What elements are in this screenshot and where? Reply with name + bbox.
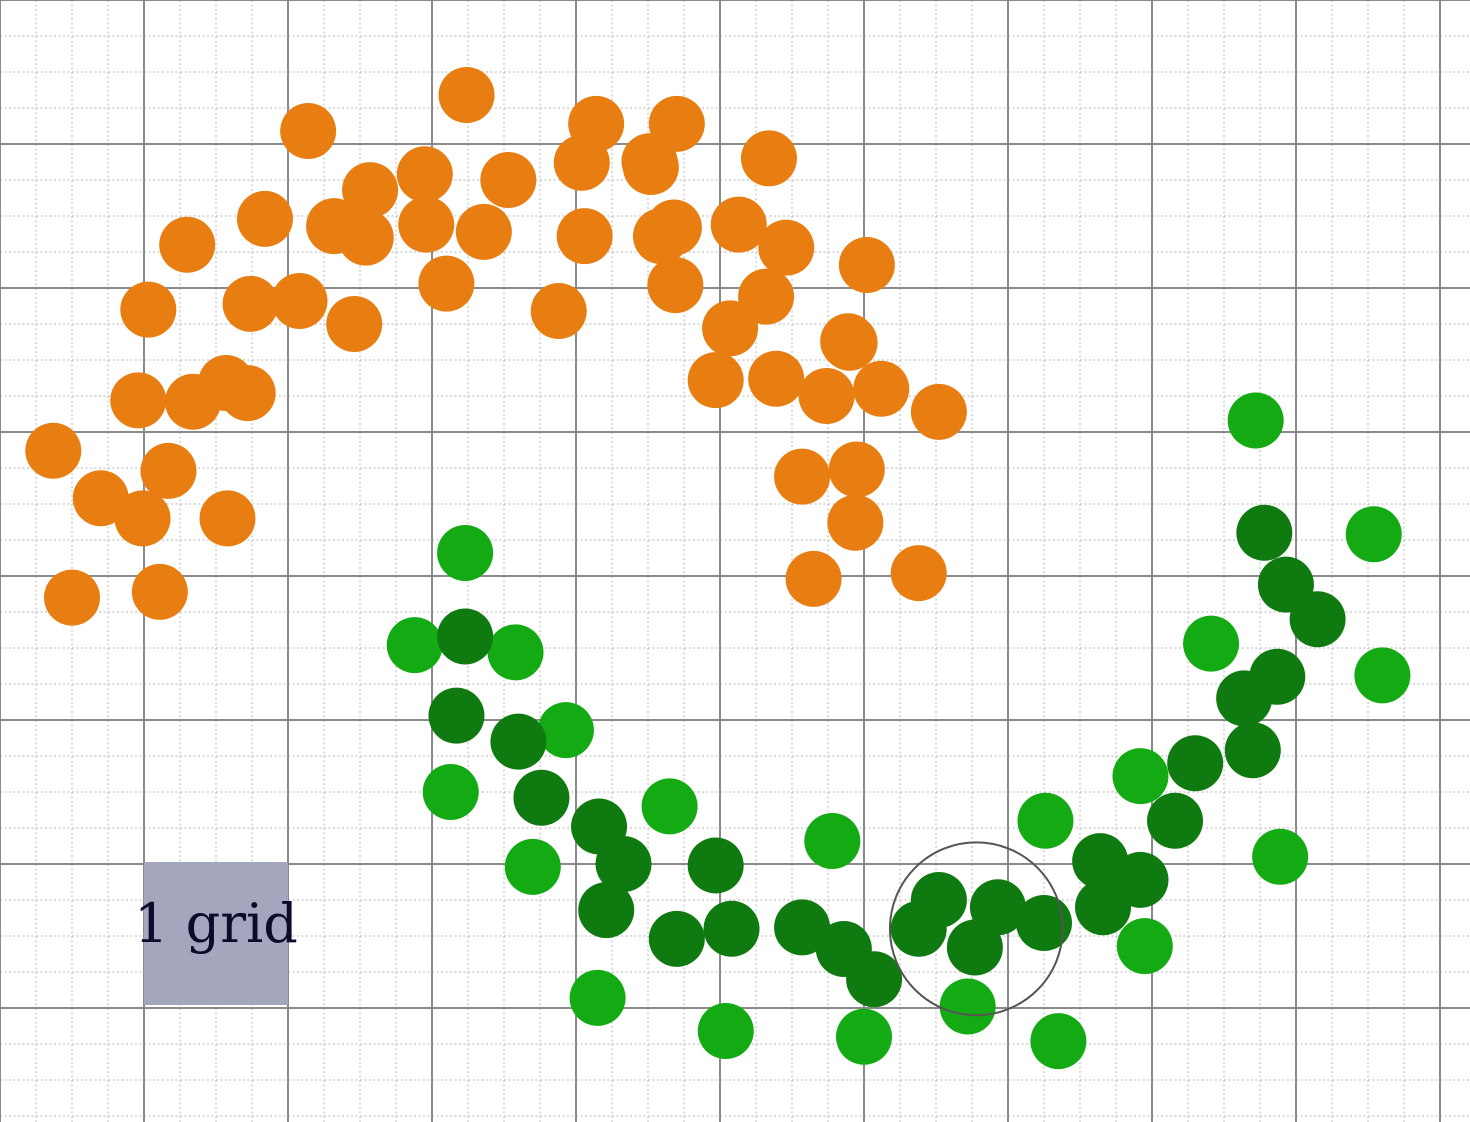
data-point xyxy=(513,769,570,826)
data-point xyxy=(44,569,100,626)
data-point xyxy=(774,899,831,956)
data-point xyxy=(537,702,594,759)
data-point xyxy=(740,130,797,187)
data-point xyxy=(1354,647,1411,704)
data-point xyxy=(159,216,216,273)
data-point xyxy=(386,617,443,674)
data-point xyxy=(110,372,167,429)
data-point xyxy=(785,550,842,607)
data-point xyxy=(647,257,704,314)
data-point xyxy=(1252,828,1309,885)
data-point xyxy=(804,812,861,869)
data-point xyxy=(25,422,82,479)
data-point xyxy=(280,103,337,160)
data-point xyxy=(748,350,805,407)
data-point xyxy=(1236,504,1293,561)
data-point xyxy=(398,196,455,253)
data-point xyxy=(326,296,383,352)
data-point xyxy=(120,281,177,338)
data-point xyxy=(939,978,996,1035)
data-point xyxy=(1016,895,1072,952)
data-point xyxy=(578,882,635,939)
data-point xyxy=(910,872,967,928)
data-point xyxy=(1116,918,1173,975)
data-point xyxy=(396,146,453,203)
data-point xyxy=(910,383,967,440)
data-point xyxy=(530,283,587,340)
data-point xyxy=(853,360,910,417)
data-point xyxy=(838,236,895,293)
data-point xyxy=(969,879,1026,936)
data-point xyxy=(1112,851,1169,908)
data-point xyxy=(504,838,561,895)
data-point xyxy=(621,133,678,190)
data-point xyxy=(827,494,884,551)
data-point xyxy=(697,1003,754,1060)
data-point xyxy=(437,524,494,581)
data-point xyxy=(710,196,767,253)
data-point xyxy=(774,448,831,505)
data-point xyxy=(199,490,256,547)
data-point xyxy=(648,910,705,967)
data-point xyxy=(798,368,855,424)
data-point xyxy=(428,687,485,744)
data-point xyxy=(114,490,171,547)
data-point xyxy=(437,608,494,665)
data-point xyxy=(1345,506,1402,563)
data-point xyxy=(836,1008,892,1065)
data-point xyxy=(846,951,903,1008)
data-point xyxy=(828,441,885,498)
data-point xyxy=(1167,735,1224,792)
data-point xyxy=(490,713,547,770)
data-point xyxy=(1183,615,1240,672)
data-point xyxy=(487,624,544,681)
data-point xyxy=(480,152,537,208)
data-point xyxy=(687,837,744,894)
data-point xyxy=(342,162,399,219)
scale-legend-box xyxy=(144,862,288,1005)
highlight-circle xyxy=(888,841,1064,1017)
data-point xyxy=(553,134,610,191)
data-point xyxy=(1112,748,1169,805)
data-point xyxy=(758,219,815,276)
data-point xyxy=(641,778,698,835)
data-point xyxy=(140,442,197,499)
data-point xyxy=(687,352,744,409)
data-point xyxy=(702,300,759,357)
scale-legend: 1 grid xyxy=(134,862,298,1005)
data-point xyxy=(72,470,129,527)
data-point xyxy=(131,563,188,620)
data-point xyxy=(236,190,293,247)
data-point xyxy=(703,900,760,957)
data-point xyxy=(337,209,394,266)
data-point xyxy=(438,67,495,124)
data-point xyxy=(1017,792,1074,849)
data-point xyxy=(645,199,702,256)
data-point xyxy=(890,545,947,602)
data-point xyxy=(422,764,479,820)
data-point xyxy=(1289,591,1346,648)
data-point xyxy=(1216,670,1273,727)
data-point xyxy=(595,836,652,892)
data-point xyxy=(556,208,613,265)
data-point xyxy=(271,272,328,329)
data-point xyxy=(1030,1013,1087,1070)
data-point xyxy=(738,268,795,325)
data-point xyxy=(821,314,878,371)
data-point xyxy=(1227,392,1284,449)
data-point xyxy=(222,275,279,332)
data-points xyxy=(25,67,1411,1070)
data-point xyxy=(219,365,276,422)
data-point xyxy=(455,203,512,260)
highlight-ring xyxy=(888,841,1064,1017)
data-point xyxy=(418,255,475,312)
data-point xyxy=(569,969,626,1026)
data-point xyxy=(1147,792,1204,849)
data-point xyxy=(1224,722,1281,779)
scale-legend-label: 1 grid xyxy=(134,892,298,955)
